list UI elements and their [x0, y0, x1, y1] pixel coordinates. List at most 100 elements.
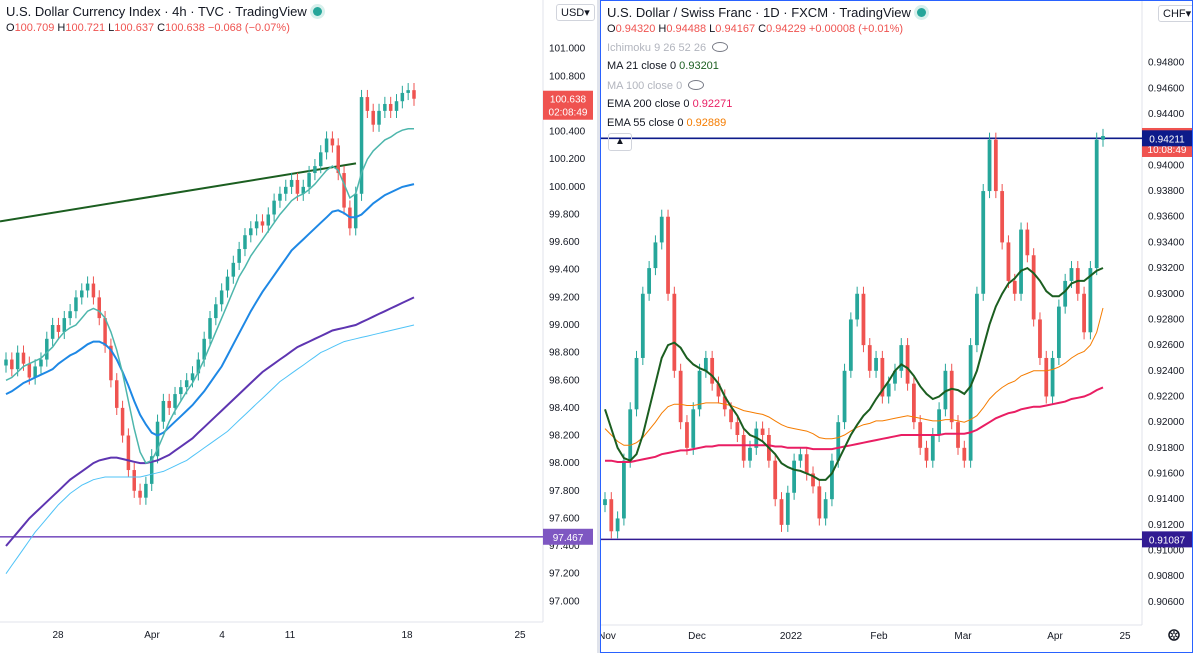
candle-body [324, 138, 329, 153]
candle-body [962, 447, 967, 461]
candle-body [80, 290, 84, 298]
price-tick-label: 98.200 [549, 431, 580, 442]
dxy-title: U.S. Dollar Currency Index · 4h · TVC · … [6, 4, 307, 19]
candle-body [691, 409, 696, 448]
candle-body [748, 447, 752, 461]
candle-body [1038, 319, 1042, 358]
candle-body [149, 456, 154, 484]
last-price-label-countdown: 10:08:49 [1148, 145, 1187, 156]
indicator-ma100[interactable]: MA 100 close 0 [607, 79, 926, 92]
dxy-currency-button[interactable]: USD▾ [556, 4, 595, 21]
candle-body [412, 90, 416, 99]
price-tick-label: 100.000 [549, 182, 586, 193]
ma21-line [604, 266, 1104, 481]
usdchf-chart-canvas[interactable]: 0.948000.946000.944000.942000.940000.938… [601, 1, 1193, 653]
candle-body [653, 242, 658, 269]
hidden-eye-icon[interactable] [712, 42, 729, 52]
ma-fast-line [5, 128, 414, 465]
price-tick-label: 0.91200 [1148, 520, 1185, 531]
price-tick-label: 99.800 [549, 209, 580, 220]
candle-body [155, 421, 160, 457]
candle-body [388, 103, 393, 111]
price-tick-label: 101.000 [549, 44, 586, 55]
price-tick-label: 0.92800 [1148, 314, 1185, 325]
candle-body [342, 173, 346, 208]
level-price-label-box [1142, 130, 1192, 147]
ema-long-line [5, 324, 415, 574]
candle-body [628, 409, 633, 461]
price-tick-label: 100.200 [549, 154, 586, 165]
panel-divider[interactable] [597, 0, 600, 653]
candle-body [1031, 255, 1036, 320]
last-price-label-box [543, 90, 593, 120]
candle-body [943, 370, 948, 410]
candle-body [91, 283, 96, 298]
indicator-ichimoku[interactable]: Ichimoku 9 26 52 26 [607, 41, 926, 54]
candle-body [10, 359, 14, 370]
level-price-label: 0.94211 [1149, 134, 1185, 145]
indicator-ema55[interactable]: EMA 55 close 0 0.92889 [607, 117, 727, 129]
price-tick-label: 99.000 [549, 320, 580, 331]
candle-body [710, 357, 715, 384]
candle-body [1088, 268, 1093, 333]
indicator-ma21[interactable]: MA 21 close 0 0.93201 [607, 60, 719, 72]
dxy-chart-canvas[interactable]: 101.000100.800100.600100.400100.200100.0… [0, 0, 597, 653]
candle-body [167, 400, 171, 408]
candle-body [741, 434, 746, 461]
candle-body [823, 499, 828, 519]
candle-body [659, 216, 664, 243]
candle-body [817, 486, 822, 519]
price-tick-label: 0.90800 [1148, 571, 1185, 582]
candle-body [785, 492, 790, 525]
price-tick-label: 0.94000 [1148, 160, 1185, 171]
candle-body [924, 447, 929, 461]
gear-icon[interactable] [1168, 629, 1180, 641]
price-tick-label: 0.94600 [1148, 83, 1185, 94]
market-open-dot-icon [916, 8, 926, 17]
candle-body [1094, 139, 1099, 269]
candle-body [266, 214, 271, 226]
support-level-label: 97.467 [553, 533, 584, 544]
usdchf-chart-panel[interactable]: 0.948000.946000.944000.942000.940000.938… [600, 0, 1193, 653]
candle-body [278, 193, 282, 201]
indicator-ema200[interactable]: EMA 200 close 0 0.92271 [607, 98, 733, 110]
price-tick-label: 0.92600 [1148, 340, 1185, 351]
candle-body [672, 293, 677, 371]
candle-body [905, 345, 910, 384]
time-tick-label: Apr [144, 630, 160, 641]
price-tick-label: 0.93000 [1148, 289, 1185, 300]
candle-body [289, 179, 294, 187]
chevron-up-icon[interactable]: ▲ [608, 133, 632, 151]
usdchf-legend: U.S. Dollar / Swiss Franc · 1D · FXCM · … [607, 5, 926, 130]
candle-body [880, 357, 885, 397]
candle-body [132, 470, 136, 491]
candle-body [937, 409, 941, 435]
candle-body [214, 304, 218, 319]
ema-slow-line [5, 296, 415, 547]
candle-body [779, 499, 784, 525]
candle-body [975, 293, 979, 346]
candle-body [4, 359, 8, 366]
candle-body [74, 297, 78, 312]
price-tick-label: 0.91400 [1148, 494, 1185, 505]
candle-body [842, 370, 847, 423]
candle-body [729, 409, 733, 423]
candle-body [899, 345, 904, 371]
candle-body [126, 435, 131, 471]
candle-body [930, 434, 935, 461]
candle-body [138, 490, 142, 498]
price-tick-label: 97.200 [549, 569, 580, 580]
candle-body [243, 235, 247, 250]
ma-mid-line [5, 183, 415, 437]
candle-body [981, 191, 986, 294]
candle-body [848, 319, 853, 371]
dxy-chart-panel[interactable]: 101.000100.800100.600100.400100.200100.0… [0, 0, 597, 653]
candle-body [97, 297, 102, 319]
hidden-eye-icon[interactable] [688, 80, 705, 90]
candle-body [811, 473, 815, 487]
candle-body [50, 325, 55, 339]
usdchf-currency-button[interactable]: CHF▾ [1158, 5, 1192, 22]
candle-body [21, 352, 26, 364]
candle-body [353, 193, 358, 229]
time-tick-label: 25 [514, 630, 526, 641]
